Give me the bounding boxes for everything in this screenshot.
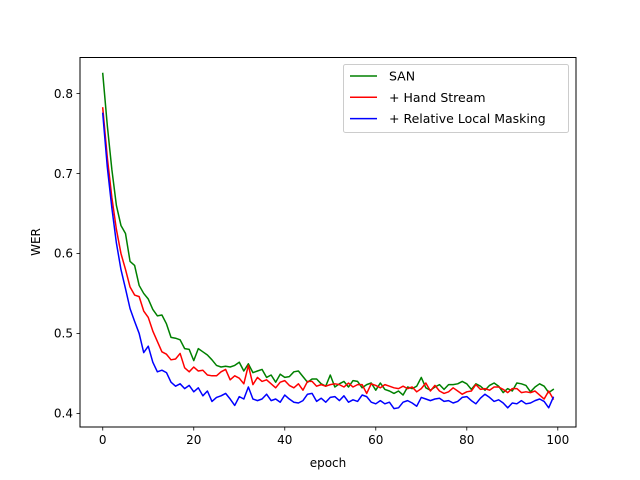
- x-tick-label: 80: [459, 433, 474, 447]
- x-axis-label: epoch: [310, 456, 347, 470]
- series-line-2: [101, 112, 555, 410]
- y-tick-label: 0.5: [54, 327, 73, 341]
- legend-label-2: + Relative Local Masking: [389, 111, 546, 126]
- legend-box: [343, 64, 569, 133]
- x-tick-label: 60: [368, 433, 383, 447]
- y-tick-label: 0.6: [54, 247, 73, 261]
- plot-frame: [79, 57, 577, 428]
- y-axis: 0.4 0.5 0.6 0.7 0.8: [54, 87, 80, 421]
- y-tick-label: 0.8: [54, 87, 73, 101]
- x-tick-label: 40: [277, 433, 292, 447]
- x-axis: 0 20 40 60 80 100: [99, 427, 569, 447]
- legend-label-0: SAN: [389, 69, 415, 84]
- x-tick-label: 0: [99, 433, 107, 447]
- series-line-0: [101, 72, 555, 396]
- legend: SAN + Hand Stream + Relative Local Masking: [343, 64, 569, 133]
- y-axis-label: WER: [29, 228, 43, 256]
- legend-label-1: + Hand Stream: [389, 90, 486, 105]
- y-tick-label: 0.4: [54, 407, 73, 421]
- series-layer: [101, 72, 555, 410]
- x-tick-label: 20: [186, 433, 201, 447]
- x-tick-label: 100: [546, 433, 569, 447]
- y-tick-label: 0.7: [54, 167, 73, 181]
- series-line-1: [101, 107, 555, 401]
